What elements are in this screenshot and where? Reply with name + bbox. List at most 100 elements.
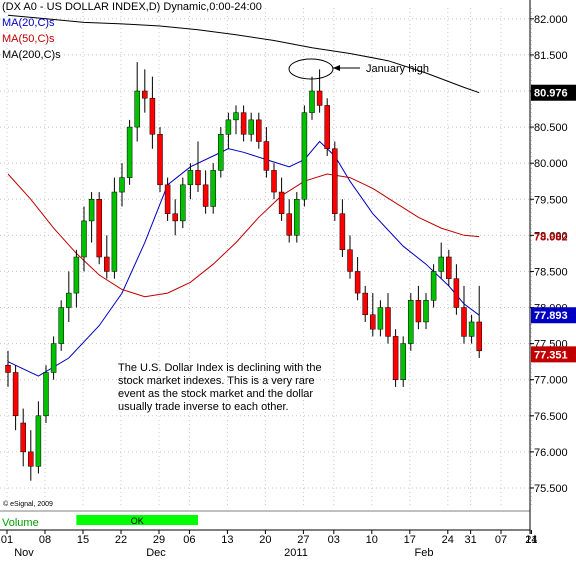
candle-up xyxy=(400,343,406,380)
volume-ok-label: OK xyxy=(131,516,144,526)
ma200-legend: MA(200,C)s xyxy=(2,49,61,61)
note-line-1: The U.S. Dollar Index is declining with … xyxy=(118,362,322,374)
ma200-line xyxy=(7,14,480,94)
candle-up xyxy=(430,271,437,301)
candle-up xyxy=(294,199,300,236)
ma20-legend: MA(20,C)s xyxy=(2,17,55,29)
candle-up xyxy=(423,300,429,323)
candle-up xyxy=(309,90,315,113)
candle-down xyxy=(263,141,270,171)
copyright-label: © eSignal, 2009 xyxy=(3,500,53,508)
candle-up xyxy=(88,199,95,222)
candle-down xyxy=(256,119,262,142)
volume-label: Volume xyxy=(2,517,39,529)
candle-up xyxy=(126,126,133,178)
volume-ok-bar xyxy=(76,515,198,525)
note-line-4: usually trade inverse to each other. xyxy=(118,401,289,413)
candle-down xyxy=(324,105,330,149)
candle-down xyxy=(278,191,285,214)
candle-down xyxy=(461,307,467,337)
y-tick-label: 76.500 xyxy=(534,411,568,423)
y-tick-label: 76.000 xyxy=(534,447,568,459)
candle-up xyxy=(81,220,87,258)
candle-down xyxy=(332,148,338,214)
candle-down xyxy=(316,90,323,106)
candle-up xyxy=(43,372,49,417)
candle-down xyxy=(347,249,353,272)
ma200-value-tag-bg xyxy=(531,84,576,101)
x-tick-label: 10 xyxy=(366,534,378,546)
candle-up xyxy=(225,119,232,135)
candle-down xyxy=(5,365,11,373)
month-label: Nov xyxy=(14,547,34,558)
x-tick-label: 15 xyxy=(77,534,89,546)
candle-up xyxy=(301,112,308,200)
candle-down xyxy=(415,300,422,323)
candle-down xyxy=(12,372,19,417)
candle-up xyxy=(377,307,384,330)
candle-down xyxy=(362,292,368,315)
x-tick-label: 21 xyxy=(525,534,537,546)
month-label: Feb xyxy=(415,547,434,558)
ma50-line xyxy=(7,173,480,298)
note-line-3: event as the stock market and the dollar xyxy=(118,388,313,400)
y-tick-label: 80.500 xyxy=(534,122,568,134)
candle-down xyxy=(142,90,148,99)
y-tick-label: 75.500 xyxy=(534,483,568,495)
candle-up xyxy=(111,191,118,272)
candle-down xyxy=(202,184,209,207)
annotation-layer: January high The U.S. Dollar Index is de… xyxy=(3,58,429,508)
candle-down xyxy=(271,170,277,193)
x-tick-label: 22 xyxy=(115,534,127,546)
ma20-value-tag-bg xyxy=(531,307,576,324)
candle-up xyxy=(438,256,444,272)
y-tick-label: 79.500 xyxy=(534,194,568,206)
candle-up xyxy=(187,170,194,186)
candle-up xyxy=(58,307,64,344)
candle-up xyxy=(119,177,125,193)
candle-down xyxy=(20,422,26,453)
candle-up xyxy=(233,112,239,121)
x-tick-label: 07 xyxy=(495,534,507,546)
candle-up xyxy=(35,415,42,467)
candle-down xyxy=(385,307,391,337)
y-tick-label: 80.000 xyxy=(534,158,568,170)
candle-down xyxy=(453,278,460,308)
candle-down xyxy=(370,314,376,330)
month-label: Dec xyxy=(146,547,166,558)
ma20-value-tag: 77.893 xyxy=(534,310,568,322)
candle-up xyxy=(408,300,414,344)
close-value-tag: 77.351 xyxy=(534,349,568,361)
x-tick-label: 27 xyxy=(297,534,309,546)
candle-up xyxy=(218,134,224,171)
x-tick-label: 13 xyxy=(221,534,233,546)
candle-down xyxy=(354,271,361,294)
callout-label: January high xyxy=(366,63,429,75)
candle-up xyxy=(50,343,57,373)
candles-layer xyxy=(5,62,482,481)
x-tick-label: 20 xyxy=(259,534,271,546)
ma200-value-tag: 80.976 xyxy=(534,88,568,100)
candle-down xyxy=(164,184,171,214)
volume-layer: Volume OK xyxy=(2,515,198,529)
y-tick-label: 78.500 xyxy=(534,266,568,278)
candle-down xyxy=(172,213,178,222)
x-tick-label: 01 xyxy=(1,534,13,546)
candle-up xyxy=(468,321,475,337)
x-tick-label: 17 xyxy=(404,534,416,546)
x-tick-label: 24 xyxy=(442,534,454,546)
candle-down xyxy=(96,199,102,258)
candle-up xyxy=(210,170,216,207)
candle-down xyxy=(339,213,346,251)
note-line-2: stock market indexes. This is a very rar… xyxy=(118,375,315,387)
candle-up xyxy=(73,256,80,294)
y-tick-label: 77.000 xyxy=(534,375,568,387)
candle-down xyxy=(476,321,482,352)
callout-arrowhead xyxy=(333,65,340,71)
x-tick-label: 29 xyxy=(153,534,165,546)
candle-down xyxy=(286,213,292,236)
candle-down xyxy=(104,256,110,272)
